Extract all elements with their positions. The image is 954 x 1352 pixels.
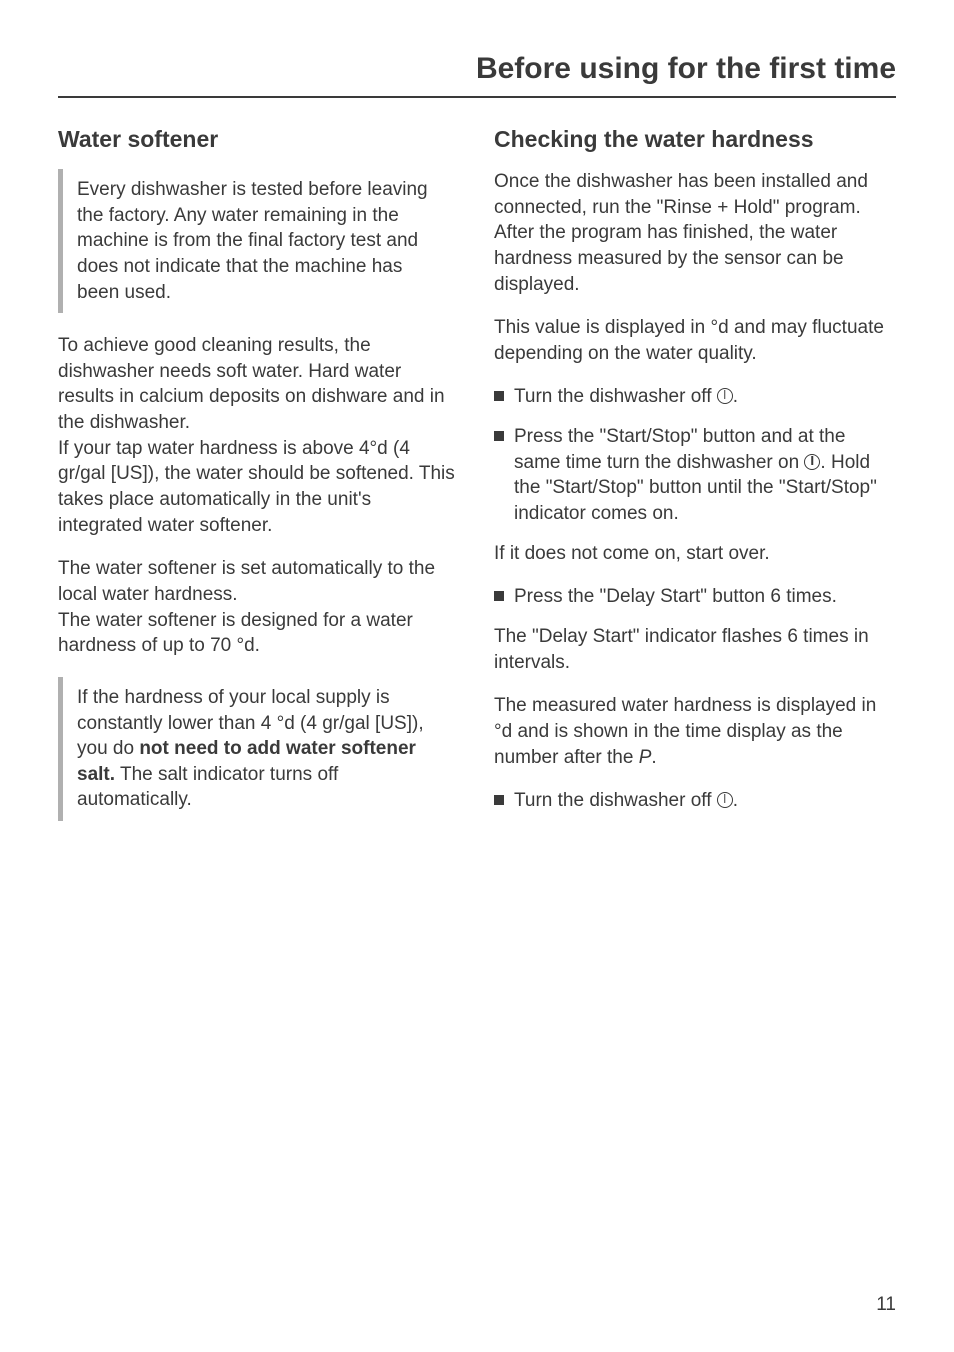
- bullet-square-icon: [494, 431, 504, 441]
- power-icon: [717, 792, 733, 808]
- bullet-square-icon: [494, 391, 504, 401]
- left-para-2-text: The water softener is set automatically …: [58, 558, 435, 656]
- note-box-1: Every dishwasher is tested before leavin…: [58, 169, 460, 313]
- bullet-item-2: Press the "Start/Stop" button and at the…: [494, 424, 896, 527]
- bullet-square-icon: [494, 591, 504, 601]
- right-para-3: If it does not come on, start over.: [494, 541, 896, 567]
- bullet-1-span: Turn the dishwasher off: [514, 386, 717, 407]
- note-1-text: Every dishwasher is tested before leavin…: [77, 179, 428, 303]
- left-heading: Water softener: [58, 126, 460, 153]
- bullet-2a-span: Press the "Start/Stop" button and at the…: [514, 426, 845, 473]
- power-icon: [717, 388, 733, 404]
- content-columns: Water softener Every dishwasher is teste…: [58, 126, 896, 841]
- right-para-4: The "Delay Start" indicator flashes 6 ti…: [494, 624, 896, 675]
- bullet-square-icon: [494, 795, 504, 805]
- bullet-item-3: Press the "Delay Start" button 6 times.: [494, 584, 896, 610]
- right-para-5: The measured water hardness is displayed…: [494, 693, 896, 770]
- left-column: Water softener Every dishwasher is teste…: [58, 126, 460, 841]
- bullet-4-span: Turn the dishwasher off: [514, 790, 717, 811]
- bullet-4-text: Turn the dishwasher off .: [514, 788, 896, 814]
- para5a-span: The measured water hardness is displayed…: [494, 695, 876, 767]
- bullet-2-text: Press the "Start/Stop" button and at the…: [514, 424, 896, 527]
- page-header: Before using for the first time: [58, 52, 896, 98]
- para5b-span: .: [651, 747, 656, 768]
- left-para-2: The water softener is set automatically …: [58, 556, 460, 659]
- bullet-1-text: Turn the dishwasher off .: [514, 384, 896, 410]
- note-box-2: If the hardness of your local supply is …: [58, 677, 460, 821]
- page-number: 11: [876, 1294, 896, 1316]
- left-para-1: To achieve good cleaning results, the di…: [58, 333, 460, 538]
- right-heading: Checking the water hardness: [494, 126, 896, 153]
- bullet-3-text: Press the "Delay Start" button 6 times.: [514, 584, 896, 610]
- power-icon: [804, 454, 820, 470]
- bullet-item-1: Turn the dishwasher off .: [494, 384, 896, 410]
- right-column: Checking the water hardness Once the dis…: [494, 126, 896, 841]
- para5p-span: P: [639, 747, 652, 768]
- page-header-text: Before using for the first time: [476, 52, 896, 85]
- right-para-1: Once the dishwasher has been installed a…: [494, 169, 896, 297]
- bullet-item-4: Turn the dishwasher off .: [494, 788, 896, 814]
- note-2-post: The salt indicator turns off automatical…: [77, 764, 338, 811]
- left-para-1-text: To achieve good cleaning results, the di…: [58, 335, 455, 535]
- right-para-2: This value is displayed in °d and may fl…: [494, 315, 896, 366]
